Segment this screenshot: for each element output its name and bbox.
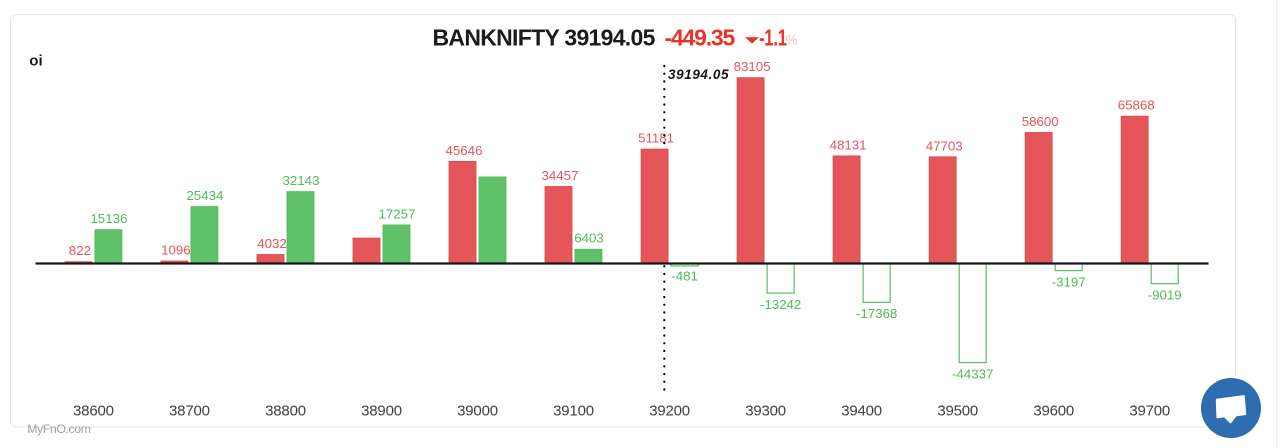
svg-text:51181: 51181 [638, 131, 674, 146]
svg-text:38600: 38600 [73, 402, 114, 419]
svg-text:32143: 32143 [283, 173, 320, 188]
svg-text:15136: 15136 [90, 211, 127, 226]
svg-text:1096: 1096 [161, 243, 191, 258]
svg-text:39400: 39400 [841, 402, 882, 419]
svg-text:-13242: -13242 [760, 297, 801, 312]
svg-text:-17368: -17368 [856, 306, 897, 321]
svg-text:48131: 48131 [830, 137, 867, 152]
svg-text:-1.1: -1.1 [759, 26, 787, 51]
svg-text:4032: 4032 [257, 236, 287, 251]
svg-text:47703: 47703 [926, 138, 963, 153]
svg-text:58600: 58600 [1022, 114, 1059, 129]
svg-text:38900: 38900 [361, 402, 402, 419]
svg-text:39100: 39100 [553, 402, 594, 419]
svg-text:39300: 39300 [745, 402, 786, 419]
svg-text:39000: 39000 [457, 402, 498, 419]
svg-text:83105: 83105 [734, 59, 771, 74]
svg-text:39500: 39500 [937, 402, 978, 419]
svg-text:65868: 65868 [1118, 98, 1155, 113]
svg-text:MyFnO.com: MyFnO.com [27, 422, 91, 436]
svg-text:38800: 38800 [265, 402, 306, 419]
svg-text:39700: 39700 [1129, 402, 1170, 419]
svg-text:oi: oi [29, 53, 42, 70]
svg-text:-481: -481 [671, 268, 698, 283]
svg-text:-3197: -3197 [1052, 274, 1086, 289]
svg-text:822: 822 [69, 243, 91, 258]
svg-text:25434: 25434 [186, 188, 223, 203]
svg-text:39194.05: 39194.05 [668, 67, 729, 82]
svg-text:17257: 17257 [379, 206, 416, 221]
svg-text:-449.35: -449.35 [665, 25, 736, 51]
svg-text:39200: 39200 [649, 402, 690, 419]
svg-text:BANKNIFTY 39194.05: BANKNIFTY 39194.05 [433, 25, 656, 51]
svg-text:45646: 45646 [446, 143, 483, 158]
svg-text:38700: 38700 [169, 402, 210, 419]
svg-text:39600: 39600 [1033, 402, 1074, 419]
svg-text:-9019: -9019 [1148, 287, 1182, 302]
svg-text:34457: 34457 [542, 168, 579, 183]
svg-text:-44337: -44337 [952, 366, 993, 381]
svg-text:6403: 6403 [574, 231, 604, 246]
svg-text:%: % [786, 33, 798, 48]
